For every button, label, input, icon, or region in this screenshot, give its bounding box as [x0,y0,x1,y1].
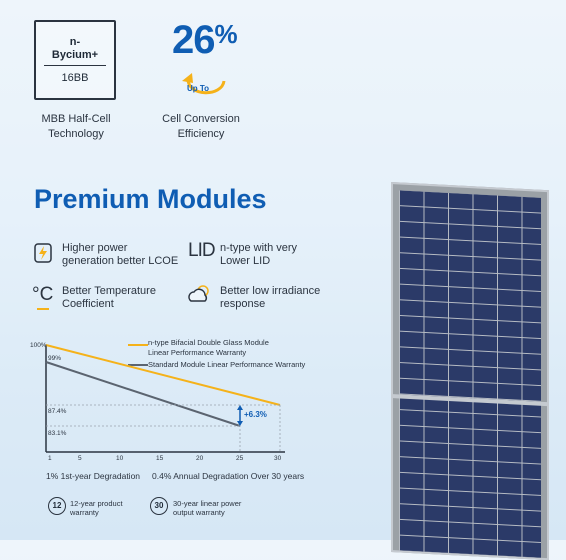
legend-swatch-ntype [128,344,148,346]
delta-arrowhead-top [237,405,243,410]
feature-2-line2: Lower LID [220,255,271,267]
product-warranty-line2: warranty [70,508,99,517]
x-tick-1: 1 [48,455,52,462]
feature-2: n-type with very Lower LID [220,242,297,268]
legend-swatch-standard [128,364,148,366]
efficiency-unit: % [214,19,238,49]
page-title: Premium Modules [34,184,267,214]
first-year-degradation: 1% 1st-year Degradation [46,471,141,481]
tech-badge-divider [44,65,106,66]
feature-4: Better low irradiance response [220,285,320,311]
tech-badge-line1: n- [69,36,81,48]
tech-badge-line2: Bycium+ [51,49,99,61]
efficiency-caption-line2: Efficiency [177,128,225,140]
series-ntype-line [45,344,281,406]
delta-arrowhead-bottom [237,421,243,426]
tech-badge: n- Bycium+ 16BB [34,20,116,100]
feature-3: Better Temperature Coefficient [62,285,156,311]
x-tick-10: 10 [116,455,124,462]
feature-4-line1: Better low irradiance [220,285,321,297]
feature-2-line1: n-type with very [220,242,298,254]
tech-badge-line3: 16BB [61,72,89,84]
feature-1: Higher power generation better LCOE [62,242,178,268]
y-label-87-4: 87.4% [48,408,67,415]
up-to-arrow-icon [182,73,226,95]
feature-1-line1: Higher power [62,242,128,254]
efficiency-value: 26% [172,18,238,63]
solar-panel-image [391,182,549,560]
x-tick-15: 15 [156,455,164,462]
lightning-icon [34,243,52,263]
thermometer-accent [37,308,49,310]
y-label-99: 99% [48,355,62,362]
legend-standard: Standard Module Linear Performance Warra… [148,360,306,369]
x-tick-5: 5 [78,455,82,462]
x-tick-30: 30 [274,455,282,462]
x-tick-25: 25 [236,455,244,462]
feature-3-line1: Better Temperature [62,285,156,297]
x-tick-20: 20 [196,455,204,462]
power-warranty-line1: 30-year linear power [173,499,242,508]
power-warranty: 30-year linear power output warranty [173,499,241,517]
warranty-chart [45,344,285,453]
legend-ntype: n-type Bifacial Double Glass Module Line… [148,338,269,358]
power-warranty-line2: output warranty [173,508,225,517]
y-label-100: 100% [30,342,47,349]
power-warranty-icon: 30 [150,497,168,515]
product-warranty-line1: 12-year product [70,499,123,508]
product-warranty: 12-year product warranty [70,499,123,517]
legend-ntype-line2: Linear Performance Warranty [148,348,247,357]
feature-4-line2: response [220,298,266,310]
efficiency-upto: Up To [187,84,210,93]
cloud-sun-icon [188,285,209,302]
annual-degradation: 0.4% Annual Degradation Over 30 years [152,471,305,481]
lid-icon: LID [188,240,216,261]
efficiency-caption-line1: Cell Conversion [162,113,240,125]
feature-1-line2: generation better LCOE [62,255,179,267]
legend-ntype-line1: n-type Bifacial Double Glass Module [148,338,269,347]
product-warranty-icon: 12 [48,497,66,515]
efficiency-caption: Cell Conversion Efficiency [150,112,252,142]
series-standard-line [45,361,241,427]
feature-3-line2: Coefficient [62,298,114,310]
y-label-83-1: 83.1% [48,430,67,437]
tech-caption: MBB Half-Cell Technology [20,112,132,142]
thermometer-icon: °C [32,284,54,305]
tech-caption-line1: MBB Half-Cell [41,113,111,125]
solar-panel-cells [399,190,541,558]
efficiency-number: 26 [172,18,215,62]
delta-annotation: +6.3% [244,410,267,419]
tech-caption-line2: Technology [48,128,104,140]
